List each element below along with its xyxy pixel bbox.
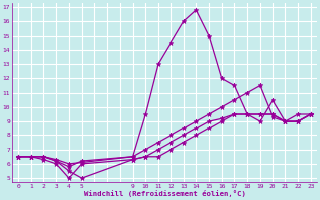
X-axis label: Windchill (Refroidissement éolien,°C): Windchill (Refroidissement éolien,°C) [84,190,245,197]
